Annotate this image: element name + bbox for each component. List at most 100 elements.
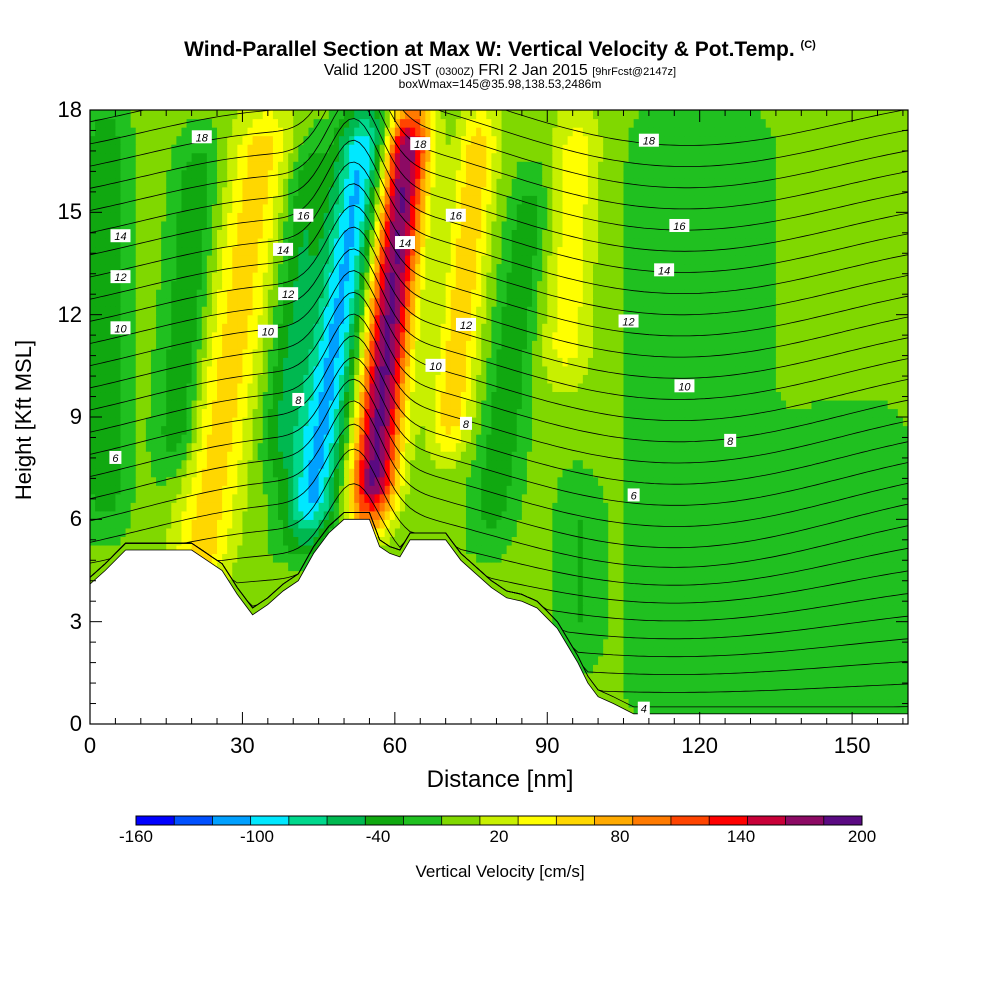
velocity-cell	[105, 553, 111, 563]
velocity-cell	[862, 596, 868, 606]
velocity-cell	[303, 519, 310, 529]
velocity-cell	[481, 476, 487, 486]
velocity-cell	[145, 485, 152, 495]
velocity-cell	[501, 493, 508, 503]
velocity-cell	[572, 502, 579, 512]
velocity-cell	[669, 621, 675, 631]
velocity-cell	[145, 544, 152, 555]
velocity-cell	[664, 613, 670, 623]
velocity-cell	[740, 570, 747, 580]
velocity-cell	[206, 459, 213, 469]
velocity-cell	[811, 502, 818, 512]
velocity-cell	[653, 553, 660, 563]
velocity-cell	[460, 502, 467, 512]
velocity-cell	[704, 544, 711, 555]
velocity-cell	[359, 493, 365, 503]
velocity-cell	[516, 476, 523, 486]
velocity-cell	[140, 536, 147, 546]
velocity-cell	[267, 553, 274, 563]
velocity-cell	[765, 706, 772, 717]
velocity-cell	[725, 561, 731, 572]
velocity-cell	[786, 536, 792, 546]
velocity-cell	[679, 553, 686, 563]
velocity-cell	[664, 570, 670, 580]
velocity-cell	[801, 630, 807, 640]
velocity-cell	[577, 519, 584, 529]
velocity-cell	[603, 561, 609, 572]
velocity-cell	[303, 502, 310, 512]
velocity-cell	[679, 493, 686, 503]
velocity-cell	[730, 510, 736, 520]
velocity-cell	[770, 536, 777, 546]
velocity-cell	[755, 638, 762, 648]
velocity-cell	[435, 527, 442, 537]
velocity-cell	[664, 706, 670, 717]
velocity-cell	[659, 664, 665, 674]
velocity-cell	[659, 647, 665, 657]
velocity-cell	[872, 536, 879, 546]
velocity-cell	[100, 561, 106, 572]
velocity-cell	[288, 544, 294, 555]
velocity-cell	[435, 459, 442, 469]
velocity-cell	[247, 596, 254, 606]
velocity-cell	[862, 698, 868, 708]
velocity-cell	[877, 459, 884, 469]
velocity-cell	[399, 527, 406, 537]
velocity-cell	[897, 553, 904, 563]
velocity-cell	[714, 587, 721, 597]
velocity-cell	[786, 672, 792, 682]
velocity-cell	[806, 647, 813, 657]
velocity-cell	[567, 510, 574, 520]
velocity-cell	[323, 493, 330, 503]
velocity-cell	[277, 561, 284, 572]
velocity-cell	[740, 596, 747, 606]
velocity-cell	[770, 672, 777, 682]
velocity-cell	[679, 527, 686, 537]
velocity-cell	[811, 706, 818, 717]
velocity-cell	[791, 493, 797, 503]
velocity-cell	[125, 544, 132, 555]
velocity-cell	[648, 502, 655, 512]
velocity-cell	[847, 553, 853, 563]
velocity-cell	[217, 459, 223, 469]
velocity-cell	[664, 647, 670, 657]
velocity-cell	[150, 502, 157, 512]
velocity-cell	[745, 485, 752, 495]
velocity-cell	[831, 621, 838, 631]
velocity-cell	[272, 527, 279, 537]
velocity-cell	[150, 544, 157, 555]
velocity-cell	[765, 485, 772, 495]
velocity-cell	[867, 570, 874, 580]
velocity-cell	[532, 587, 538, 597]
velocity-cell	[308, 502, 315, 512]
velocity-cell	[765, 587, 772, 597]
velocity-cell	[750, 527, 757, 537]
velocity-cell	[882, 647, 889, 657]
velocity-cell	[755, 587, 762, 597]
velocity-cell	[847, 698, 853, 708]
velocity-cell	[526, 468, 533, 478]
velocity-cell	[714, 706, 721, 717]
velocity-cell	[399, 519, 406, 529]
velocity-cell	[689, 493, 696, 503]
velocity-cell	[506, 570, 513, 580]
velocity-cell	[598, 621, 604, 631]
velocity-cell	[836, 510, 843, 520]
velocity-cell	[709, 706, 716, 717]
velocity-cell	[902, 655, 908, 665]
velocity-cell	[679, 621, 686, 631]
velocity-cell	[161, 476, 167, 486]
velocity-cell	[714, 689, 721, 700]
velocity-cell	[110, 485, 117, 495]
velocity-cell	[638, 689, 645, 700]
velocity-cell	[892, 664, 899, 674]
velocity-cell	[750, 706, 757, 717]
velocity-cell	[786, 476, 792, 486]
velocity-cell	[318, 519, 325, 529]
velocity-cell	[689, 689, 696, 700]
velocity-cell	[394, 510, 401, 520]
velocity-cell	[841, 698, 848, 708]
velocity-cell	[750, 638, 757, 648]
velocity-cell	[465, 510, 472, 520]
velocity-cell	[506, 587, 513, 597]
